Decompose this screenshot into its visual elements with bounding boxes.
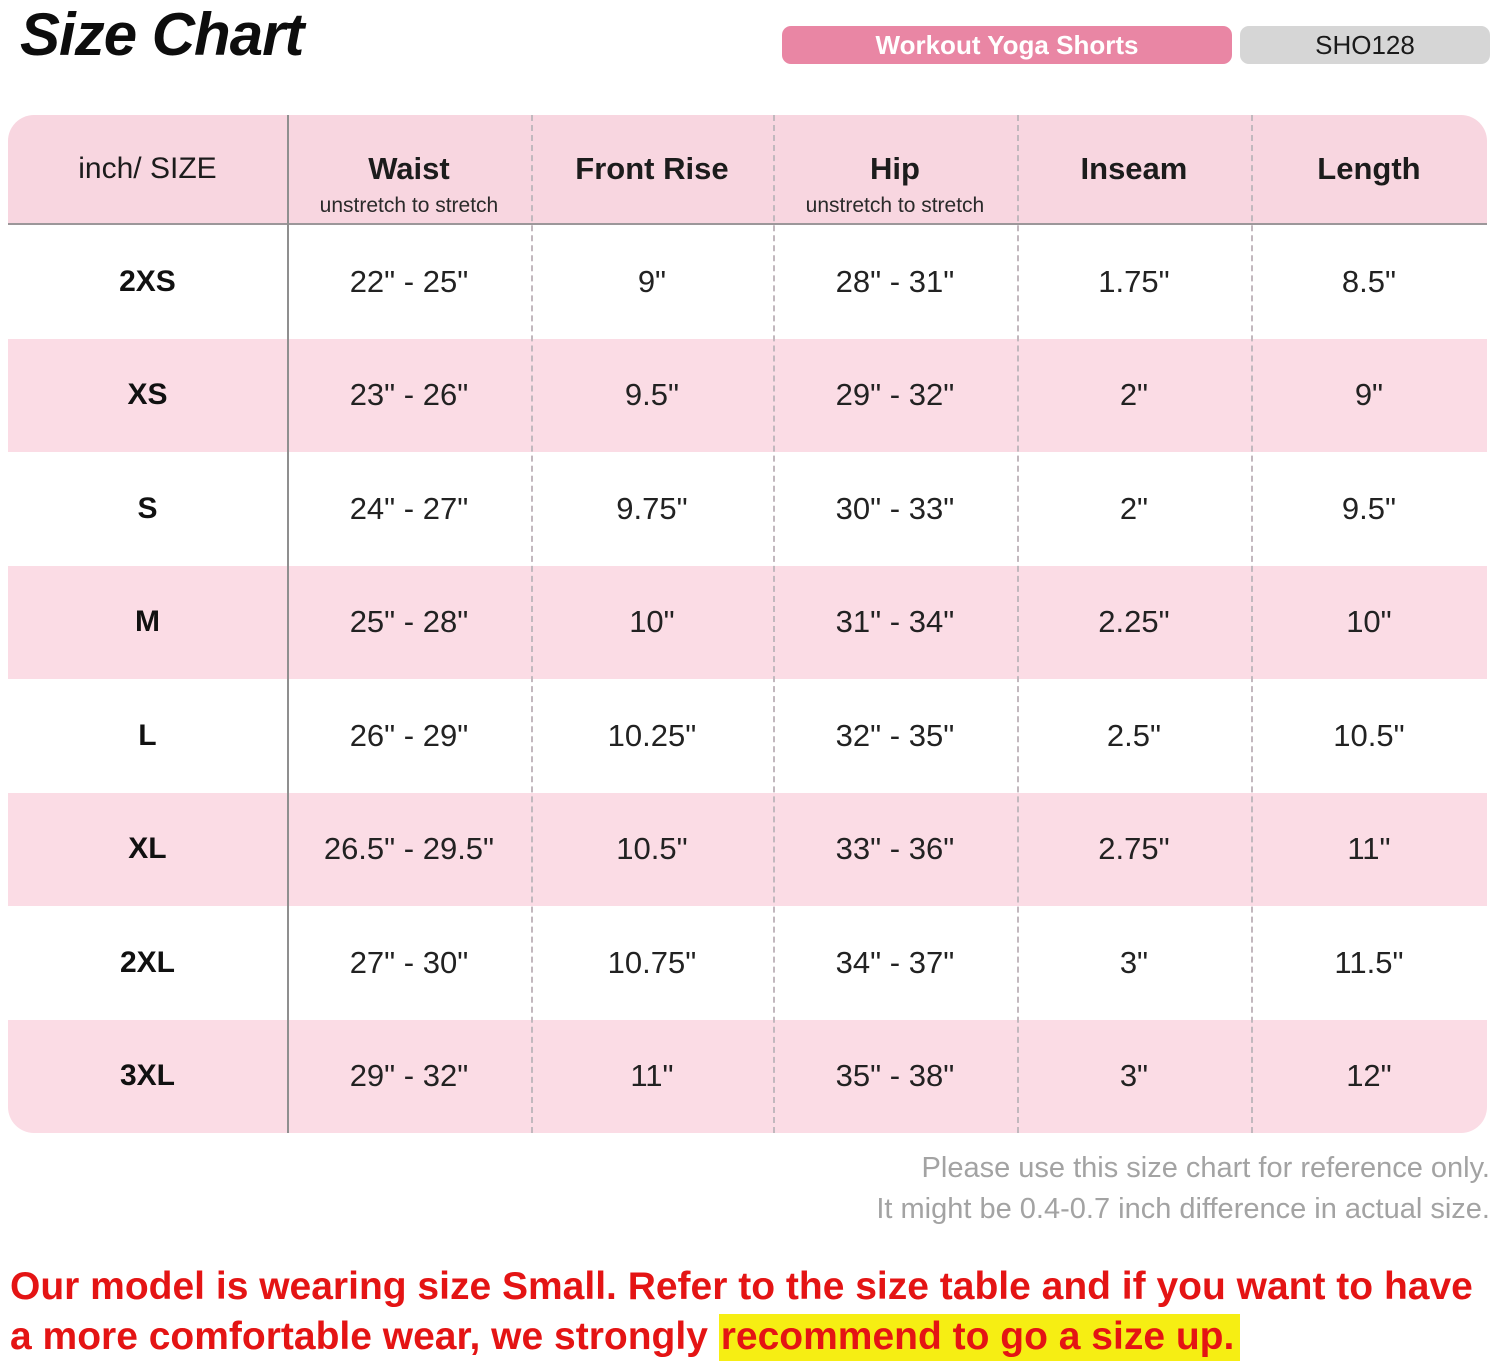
disclaimer-highlight: recommend to go a size up. <box>718 1313 1241 1361</box>
measurement-value: 11" <box>630 1058 674 1094</box>
header-cell-length: Length <box>1251 115 1487 223</box>
size-label: S <box>137 491 158 525</box>
column-divider-dashed <box>1251 115 1253 1133</box>
size-table: inch/ SIZE Waist unstretch to stretch Fron… <box>8 115 1487 1133</box>
column-divider-dashed <box>531 115 533 1133</box>
measurement-value: 10.5" <box>616 831 688 867</box>
size-label: 2XS <box>119 264 176 298</box>
header-label: Hip <box>869 151 920 186</box>
header-cell-hip: Hip unstretch to stretch <box>773 115 1017 223</box>
measurement-value: 2" <box>1119 490 1149 526</box>
header-label: Length <box>1317 151 1421 186</box>
measurement-value: 10.5" <box>1333 717 1405 753</box>
table-row-m: M 25" - 28" 10" 31" - 34" 2.25" 10" <box>8 565 1487 679</box>
measurement-value: 24" - 27" <box>349 490 469 526</box>
measurement-value: 32" - 35" <box>835 717 955 753</box>
measurement-value: 10" <box>629 604 675 640</box>
size-label: XS <box>127 378 168 412</box>
table-row-xl: XL 26.5" - 29.5" 10.5" 33" - 36" 2.75" 11" <box>8 792 1487 906</box>
table-header-row: inch/ SIZE Waist unstretch to stretch Fron… <box>8 115 1487 225</box>
size-label: L <box>138 718 157 752</box>
measurement-value: 27" - 30" <box>349 944 469 980</box>
measurement-value: 35" - 38" <box>835 1058 955 1094</box>
header-sublabel: unstretch to stretch <box>805 194 985 217</box>
measurement-value: 33" - 36" <box>835 831 955 867</box>
header-cell-waist: Waist unstretch to stretch <box>287 115 531 223</box>
measurement-value: 10.75" <box>607 944 697 980</box>
size-label: 3XL <box>119 1059 175 1093</box>
header-cell-inseam: Inseam <box>1017 115 1251 223</box>
header-label: Waist <box>368 151 450 186</box>
column-divider-solid <box>287 115 289 1133</box>
measurement-value: 26.5" - 29.5" <box>323 831 495 867</box>
header-sublabel: unstretch to stretch <box>319 194 499 217</box>
disclaimer-line2: a more comfortable wear, we strongly <box>10 1314 719 1358</box>
measurement-value: 8.5" <box>1341 263 1396 299</box>
measurement-value: 3" <box>1119 1058 1149 1094</box>
measurement-value: 2.5" <box>1106 717 1161 753</box>
product-name-badge: Workout Yoga Shorts <box>782 26 1232 64</box>
disclaimer-line1: Our model is wearing size Small. Refer t… <box>10 1265 1473 1308</box>
measurement-value: 31" - 34" <box>835 604 955 640</box>
table-row-2xl: 2XL 27" - 30" 10.75" 34" - 37" 3" 11.5" <box>8 906 1487 1020</box>
measurement-value: 12" <box>1346 1058 1392 1094</box>
reference-note-line2: It might be 0.4-0.7 inch difference in a… <box>876 1192 1490 1225</box>
measurement-value: 11" <box>1347 831 1391 867</box>
header-cell-front-rise: Front Rise <box>531 115 773 223</box>
page-title: Size Chart <box>20 1 304 68</box>
measurement-value: 9" <box>637 263 667 299</box>
measurement-value: 34" - 37" <box>835 944 955 980</box>
header-label: Front Rise <box>575 151 729 186</box>
measurement-value: 29" - 32" <box>835 377 955 413</box>
measurement-value: 25" - 28" <box>349 604 469 640</box>
measurement-value: 9.75" <box>616 490 688 526</box>
reference-note: Please use this size chart for reference… <box>590 1148 1490 1229</box>
table-row-2xs: 2XS 22" - 25" 9" 28" - 31" 1.75" 8.5" <box>8 225 1487 339</box>
measurement-value: 22" - 25" <box>349 263 469 299</box>
measurement-value: 26" - 29" <box>349 717 469 753</box>
column-divider-dashed <box>773 115 775 1133</box>
measurement-value: 2.75" <box>1098 831 1170 867</box>
measurement-value: 29" - 32" <box>349 1058 469 1094</box>
size-label: 2XL <box>119 945 175 979</box>
measurement-value: 9.5" <box>1341 490 1396 526</box>
measurement-value: 10" <box>1346 604 1392 640</box>
measurement-value: 11.5" <box>1334 944 1404 980</box>
measurement-value: 2" <box>1119 377 1149 413</box>
measurement-value: 23" - 26" <box>349 377 469 413</box>
size-label: M <box>134 605 160 639</box>
header-label: Inseam <box>1080 151 1188 186</box>
measurement-value: 9" <box>1354 377 1384 413</box>
header-cell-size: inch/ SIZE <box>78 152 217 185</box>
measurement-value: 9.5" <box>624 377 679 413</box>
table-row-3xl: 3XL 29" - 32" 11" 35" - 38" 3" 12" <box>8 1019 1487 1133</box>
measurement-value: 2.25" <box>1098 604 1170 640</box>
size-label: XL <box>128 832 167 866</box>
table-row-l: L 26" - 29" 10.25" 32" - 35" 2.5" 10.5" <box>8 679 1487 793</box>
measurement-value: 28" - 31" <box>835 263 955 299</box>
measurement-value: 1.75" <box>1098 263 1170 299</box>
measurement-value: 10.25" <box>607 717 697 753</box>
column-divider-dashed <box>1017 115 1019 1133</box>
sku-badge: SHO128 <box>1240 26 1490 64</box>
table-row-s: S 24" - 27" 9.75" 30" - 33" 2" 9.5" <box>8 452 1487 566</box>
measurement-value: 30" - 33" <box>835 490 955 526</box>
measurement-value: 3" <box>1119 944 1149 980</box>
table-row-xs: XS 23" - 26" 9.5" 29" - 32" 2" 9" <box>8 338 1487 452</box>
model-size-disclaimer: Our model is wearing size Small. Refer t… <box>10 1262 1495 1361</box>
reference-note-line1: Please use this size chart for reference… <box>921 1152 1490 1184</box>
